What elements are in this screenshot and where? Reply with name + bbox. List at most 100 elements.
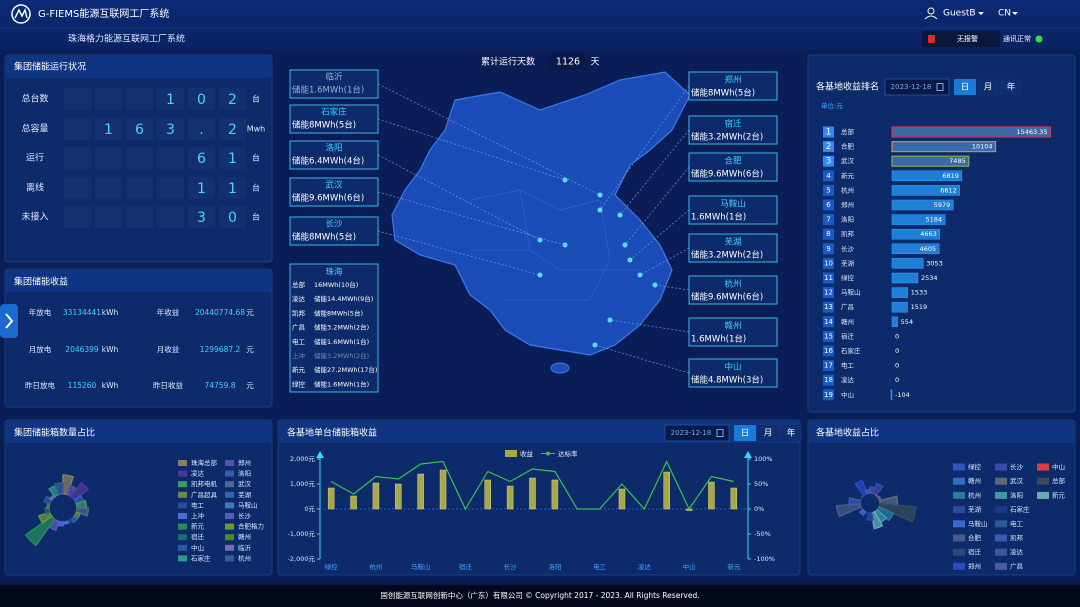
category-label: 中山 — [841, 390, 854, 399]
income-unit: 元 — [246, 345, 254, 354]
legend-label: 总部 — [1052, 476, 1066, 485]
zhuhai-site: 凯邦 — [292, 308, 306, 317]
date[interactable]: 2023-12-18 — [671, 429, 712, 437]
rank-badge — [823, 184, 834, 196]
category-label: 凯邦 — [841, 229, 855, 238]
callout — [289, 140, 379, 170]
period-button[interactable] — [734, 425, 756, 441]
category-label: 新元 — [841, 171, 855, 180]
panel-title: 各基地单台储能箱收益 — [287, 427, 377, 439]
callout-text: 储能8MWh(5台) — [292, 120, 356, 131]
period-label[interactable]: 年 — [1007, 82, 1016, 93]
legend-swatch — [225, 502, 234, 509]
period-label[interactable]: 月 — [984, 83, 993, 93]
x-tick-label: 凌达 — [638, 562, 652, 571]
status-digit: . — [199, 122, 203, 138]
rose-slice — [866, 511, 874, 521]
status-digit: 1 — [228, 151, 237, 167]
period-button[interactable] — [1000, 79, 1022, 95]
value-label: 3053 — [926, 259, 943, 267]
legend-swatch — [178, 502, 187, 509]
date[interactable]: 2023-12-18 — [891, 83, 932, 91]
value-label: 2534 — [921, 274, 938, 282]
category-label: 武汉 — [841, 156, 855, 165]
legend-swatch — [1037, 463, 1049, 471]
days-box — [548, 54, 588, 70]
bar — [618, 488, 626, 510]
rose-slice — [75, 507, 90, 517]
alarm-box[interactable] — [922, 31, 1000, 47]
rank: 15 — [824, 332, 833, 340]
callout-text: 储能6.4MWh(4台) — [292, 156, 364, 167]
rose-slice — [44, 507, 51, 515]
legend-label: 珠海总部 — [191, 458, 218, 467]
digit-cell — [64, 118, 91, 140]
rose-slice — [835, 503, 862, 518]
legend-label: 郑州 — [238, 459, 251, 467]
status-unit: 台 — [252, 153, 260, 163]
period-button[interactable] — [954, 79, 976, 95]
city-dot — [562, 242, 568, 248]
user-icon[interactable] — [927, 7, 935, 15]
period-button[interactable] — [757, 425, 779, 441]
legend-label: 洛阳 — [238, 469, 251, 478]
footer: 国创能源互联网创新中心（广东）有限公司 © Copyright 2017 - 2… — [380, 590, 699, 600]
panel-header — [809, 421, 1074, 443]
city-dot — [592, 342, 598, 348]
category-label: 绿控 — [841, 273, 855, 282]
leader-line — [594, 344, 690, 374]
period-button[interactable] — [977, 79, 999, 95]
period-label[interactable]: 年 — [787, 428, 796, 439]
side-toggle[interactable] — [0, 304, 18, 338]
legend-swatch — [995, 463, 1007, 471]
y2-tick-label: -100% — [754, 555, 775, 563]
y-tick-label: -1,000元 — [288, 530, 316, 538]
category-label: 凌达 — [841, 375, 855, 384]
communication-status: 通讯正常 — [1003, 34, 1031, 43]
date-picker[interactable] — [664, 424, 730, 442]
panel-header — [6, 270, 271, 292]
language[interactable]: CN — [998, 9, 1011, 19]
zhuhai-city: 珠海 — [325, 267, 343, 278]
rank-badge — [823, 155, 834, 167]
alarm-status: 无报警 — [957, 34, 978, 43]
zhuhai-site: 总部 — [292, 280, 306, 289]
zhuhai-text: 储能1.6MWh(1台) — [314, 337, 369, 346]
status-label: 未接入 — [21, 211, 48, 223]
category-label: 芜湖 — [841, 258, 855, 267]
legend-label: 电工 — [1010, 519, 1024, 528]
legend-label: 宿迁 — [968, 547, 982, 556]
calendar-icon — [716, 429, 724, 437]
legend-swatch — [178, 470, 187, 477]
status-digit: 2 — [228, 122, 237, 138]
bar — [395, 483, 402, 510]
category-label: 杭州 — [841, 185, 854, 194]
status-unit: 台 — [252, 183, 260, 193]
legend-label: 杭州 — [968, 490, 981, 499]
rank: 11 — [824, 274, 833, 282]
digit-cell — [219, 147, 246, 169]
period-label[interactable]: 日 — [741, 429, 750, 439]
legend-swatch — [995, 534, 1007, 542]
rank-badge — [823, 199, 834, 211]
digit-cell — [157, 88, 184, 110]
legend-swatch — [953, 463, 965, 471]
x-tick-label: 绿控 — [325, 562, 339, 571]
panel — [807, 419, 1076, 576]
period-label[interactable]: 月 — [764, 429, 773, 439]
legend-label: 马鞍山 — [238, 500, 258, 509]
legend-swatch — [225, 555, 234, 562]
bar — [890, 389, 893, 401]
user-name[interactable]: GuestB — [943, 9, 976, 19]
period-button[interactable] — [780, 425, 802, 441]
period-label[interactable]: 日 — [961, 83, 970, 93]
rose-slice — [62, 474, 75, 496]
leader-line — [609, 319, 690, 333]
rank: 7 — [826, 216, 830, 224]
date-picker[interactable] — [884, 78, 950, 96]
legend-swatch — [225, 481, 234, 488]
digit-cell — [126, 177, 153, 199]
value-label: 4663 — [920, 230, 937, 238]
legend-swatch — [953, 562, 965, 570]
